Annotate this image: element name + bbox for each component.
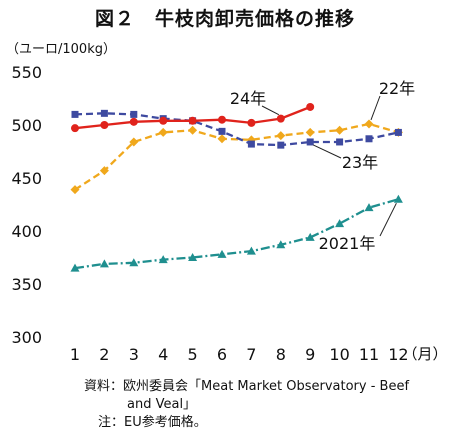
data-point bbox=[276, 114, 285, 123]
series-label-2021: 2021年 bbox=[319, 234, 376, 253]
source-line-1: 資料：欧州委員会「Meat Market Observatory - Beef bbox=[84, 378, 409, 396]
x-tick-label: 6 bbox=[217, 345, 227, 364]
x-tick-label: 5 bbox=[188, 345, 198, 364]
data-point bbox=[217, 249, 227, 258]
data-point bbox=[335, 219, 345, 228]
data-point bbox=[277, 141, 285, 149]
data-point bbox=[188, 116, 197, 125]
data-point bbox=[217, 134, 227, 144]
data-point bbox=[276, 131, 286, 141]
x-tick-label: 10 bbox=[329, 345, 349, 364]
leader-line bbox=[261, 105, 280, 116]
data-point bbox=[394, 128, 402, 136]
data-point bbox=[158, 127, 168, 137]
x-tick-label: 9 bbox=[305, 345, 315, 364]
chart-title: 図２ 牛枝肉卸売価格の推移 bbox=[94, 8, 355, 30]
data-point bbox=[247, 118, 256, 127]
note-text: EU参考価格。 bbox=[124, 415, 207, 430]
x-tick-label: 1 bbox=[70, 345, 80, 364]
series-label-23: 23年 bbox=[342, 153, 378, 172]
x-tick-label: 12 bbox=[388, 345, 408, 364]
y-tick-label: 300 bbox=[11, 328, 42, 347]
data-point bbox=[100, 109, 108, 117]
data-point bbox=[305, 127, 315, 137]
series-line bbox=[74, 198, 399, 270]
data-point bbox=[70, 185, 80, 195]
data-point bbox=[218, 127, 226, 135]
data-point bbox=[335, 125, 345, 135]
source-line-2: and Veal」 bbox=[127, 396, 196, 414]
x-tick-label: 3 bbox=[129, 345, 139, 364]
series-line bbox=[74, 112, 399, 147]
note-prefix: 注： bbox=[98, 415, 125, 430]
data-point bbox=[218, 115, 226, 124]
source-text-2: and Veal」 bbox=[127, 397, 197, 412]
data-point bbox=[364, 119, 374, 129]
data-point bbox=[188, 253, 198, 261]
y-tick-label: 550 bbox=[11, 63, 42, 82]
data-point bbox=[129, 117, 138, 126]
x-axis-unit: （月） bbox=[402, 345, 447, 363]
data-point bbox=[393, 194, 403, 203]
source-prefix: 資料： bbox=[84, 379, 124, 394]
data-point bbox=[306, 138, 314, 146]
data-point bbox=[306, 102, 315, 111]
series-label-22: 22年 bbox=[379, 79, 415, 98]
data-point bbox=[71, 124, 79, 133]
data-point bbox=[129, 258, 139, 267]
data-point bbox=[70, 263, 80, 272]
y-tick-label: 350 bbox=[11, 275, 42, 294]
data-point bbox=[158, 255, 168, 264]
leader-line bbox=[312, 144, 342, 159]
data-point bbox=[364, 203, 374, 212]
data-point bbox=[71, 110, 79, 118]
x-tick-label: 4 bbox=[158, 345, 168, 364]
y-axis-label: （ユーロ/100kg） bbox=[6, 42, 116, 57]
data-point bbox=[130, 110, 138, 118]
y-tick-label: 450 bbox=[11, 169, 42, 188]
data-point bbox=[99, 259, 109, 268]
data-point bbox=[336, 138, 344, 146]
leader-line bbox=[370, 95, 381, 121]
leader-line bbox=[379, 202, 397, 237]
data-point bbox=[305, 232, 315, 241]
data-point bbox=[99, 166, 109, 176]
x-tick-label: 7 bbox=[246, 345, 256, 364]
source-text-1: 欧州委員会「Meat Market Observatory - Beef bbox=[123, 379, 410, 394]
data-point bbox=[247, 140, 255, 148]
data-point bbox=[159, 116, 168, 125]
series-label-24: 24年 bbox=[230, 89, 266, 108]
series-line bbox=[74, 122, 399, 191]
x-tick-label: 2 bbox=[99, 345, 109, 364]
data-point bbox=[276, 240, 286, 249]
y-tick-label: 500 bbox=[11, 116, 42, 135]
data-point bbox=[129, 137, 139, 147]
data-point bbox=[188, 125, 198, 135]
data-point bbox=[100, 121, 109, 129]
y-tick-label: 400 bbox=[11, 222, 42, 241]
x-tick-label: 11 bbox=[359, 345, 379, 364]
x-tick-label: 8 bbox=[276, 345, 286, 364]
data-point bbox=[365, 135, 373, 143]
data-point bbox=[246, 246, 256, 255]
note-line: 注：EU参考価格。 bbox=[98, 414, 207, 432]
